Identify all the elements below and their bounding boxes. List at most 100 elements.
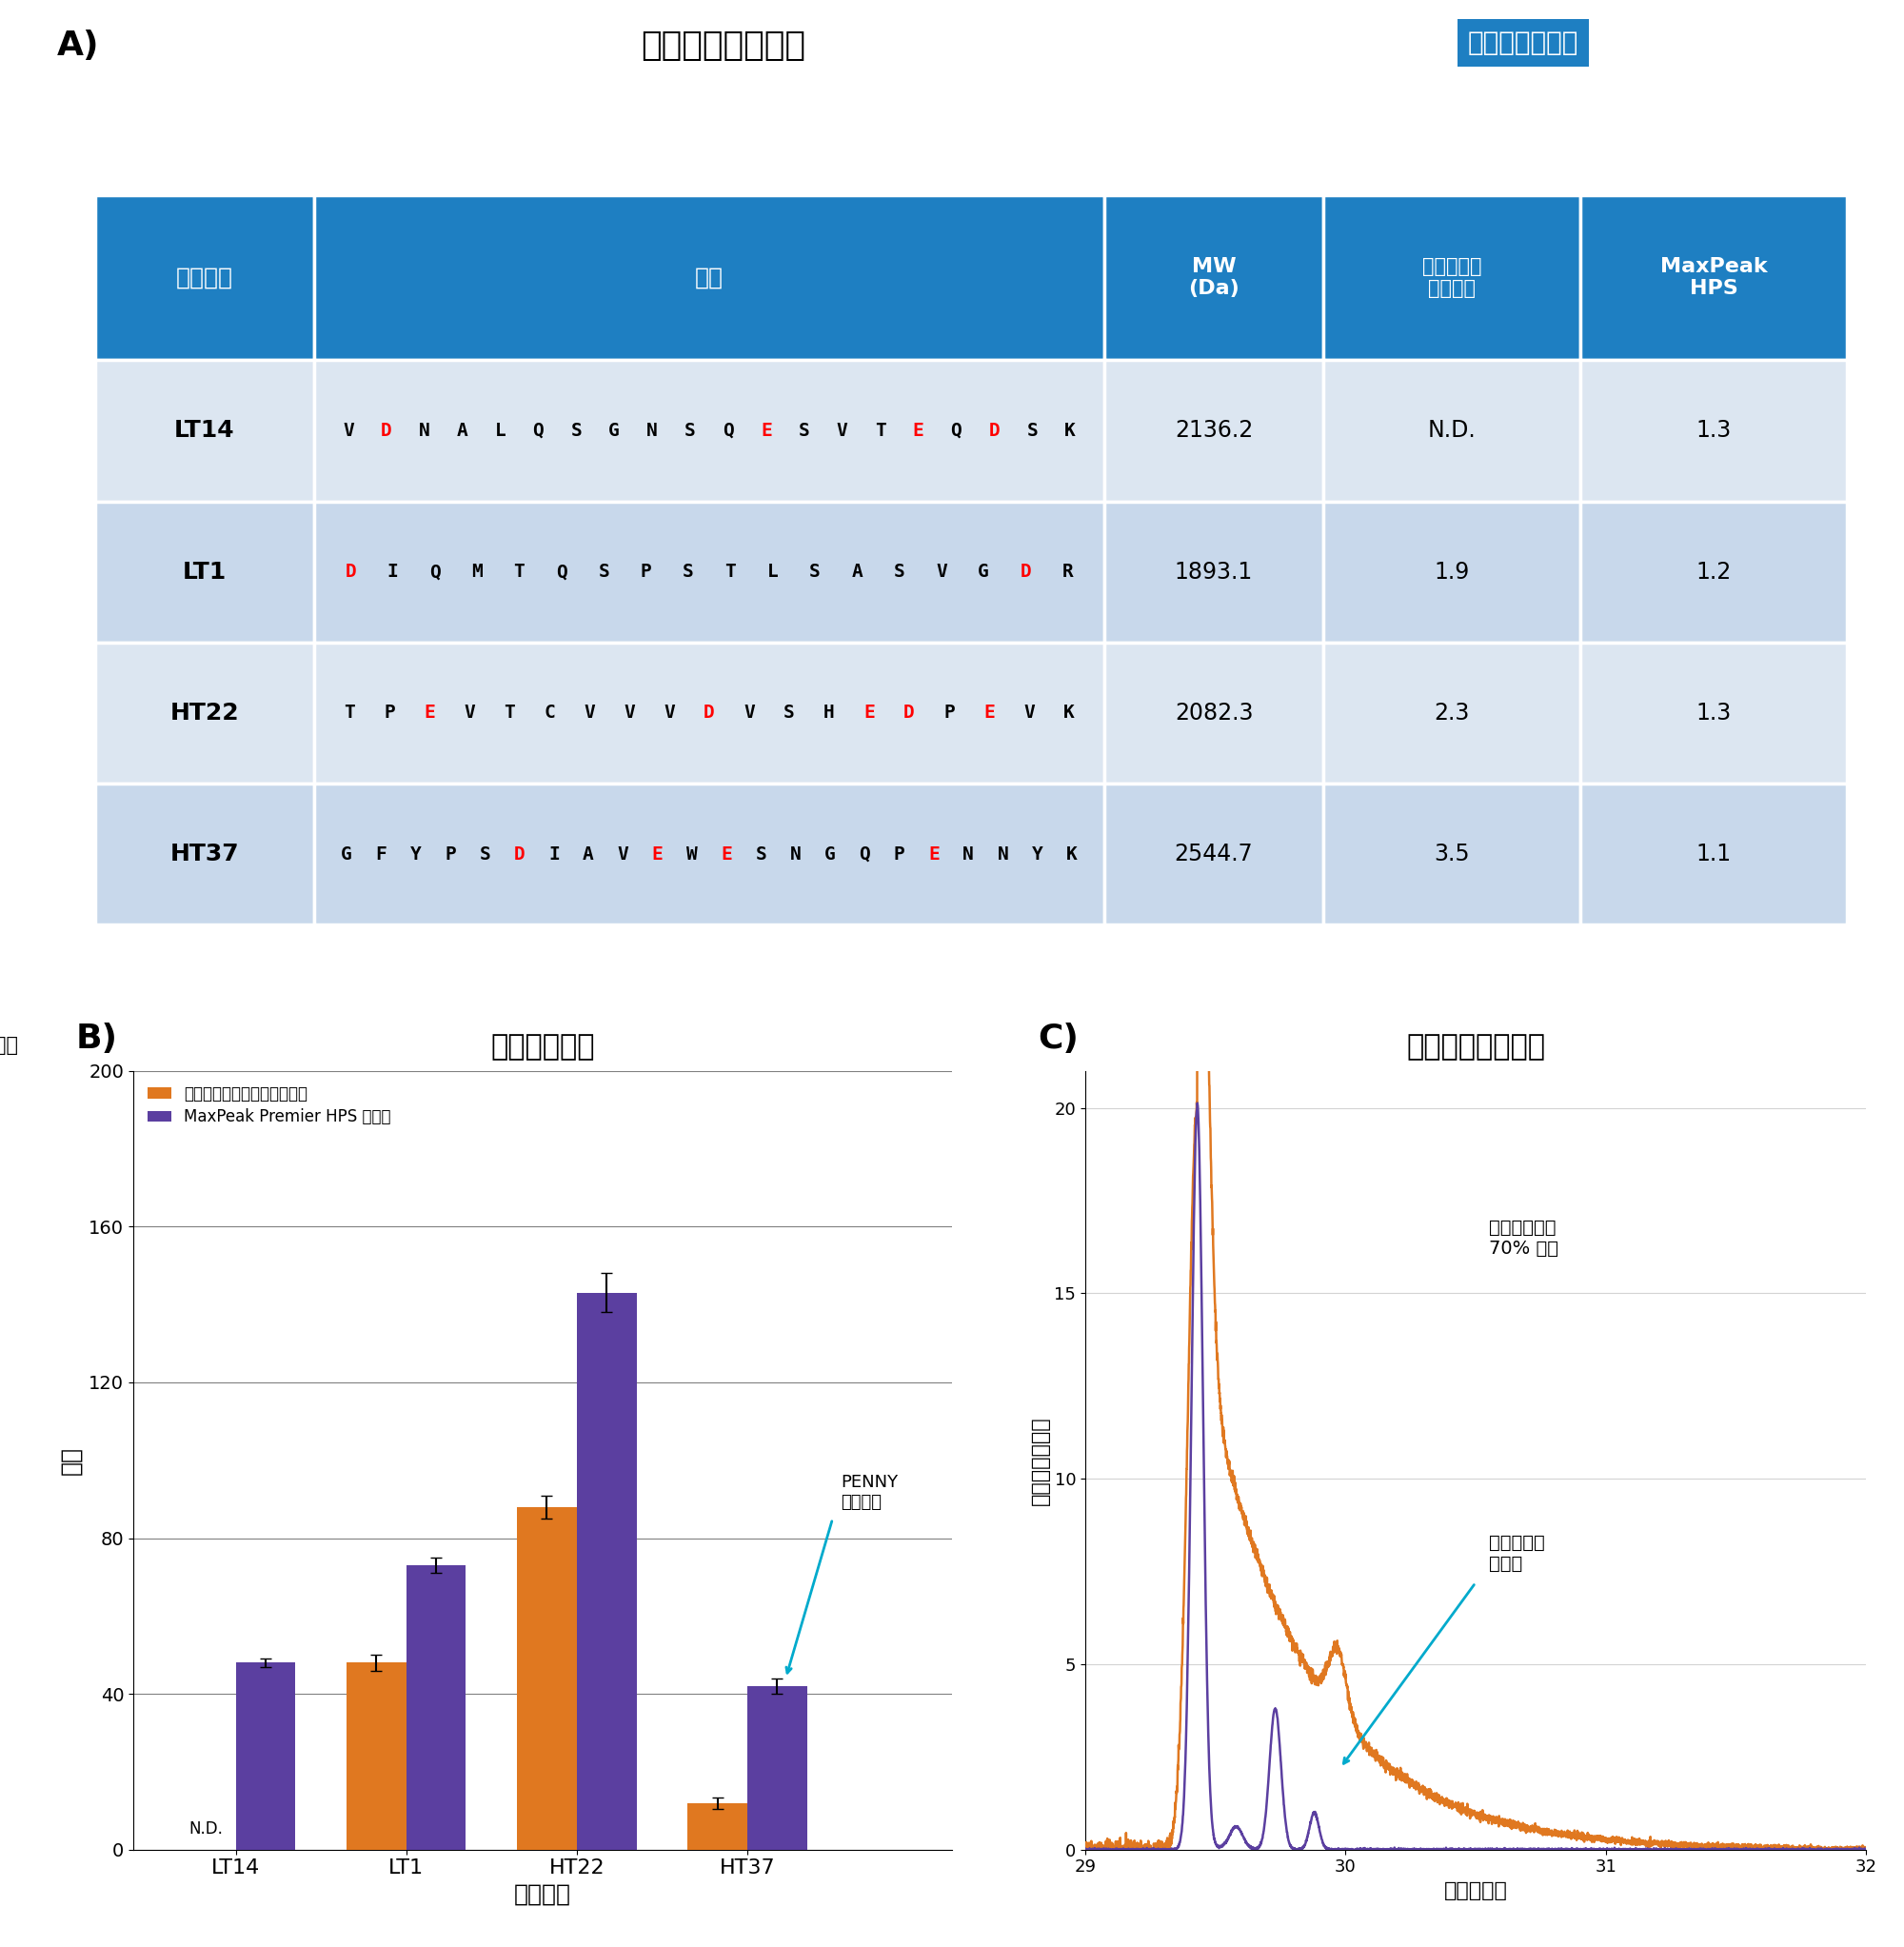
Text: 1893.1: 1893.1: [1175, 561, 1253, 584]
Text: 2.3: 2.3: [1434, 701, 1470, 724]
Text: 百万: 百万: [0, 1036, 17, 1055]
Bar: [1580, 195, 1847, 360]
Text: 3.5: 3.5: [1434, 843, 1470, 866]
Text: E: E: [651, 845, 663, 863]
Text: M: M: [472, 563, 484, 580]
Text: S: S: [809, 563, 821, 580]
Text: D: D: [704, 705, 714, 722]
Text: E: E: [864, 705, 874, 722]
Bar: [1580, 360, 1847, 502]
Text: P: P: [893, 845, 904, 863]
Bar: [1580, 500, 1847, 643]
Text: 2136.2: 2136.2: [1175, 419, 1253, 442]
Bar: [1323, 643, 1580, 785]
Text: HT22: HT22: [169, 701, 240, 724]
Text: V: V: [1024, 705, 1034, 722]
Bar: [577, 1293, 636, 1850]
Text: テーリング係数: テーリング係数: [1468, 29, 1578, 56]
Text: K: K: [1064, 705, 1074, 722]
Text: Y: Y: [1032, 845, 1043, 863]
Text: HT37: HT37: [169, 843, 240, 866]
Text: V: V: [625, 705, 634, 722]
Text: A: A: [851, 563, 863, 580]
Bar: [1104, 785, 1323, 925]
Bar: [518, 1507, 577, 1850]
Text: 「酸性」ペプチド: 「酸性」ペプチド: [642, 29, 805, 62]
Legend: ステンレススチール製カラム, MaxPeak Premier HPS カラム: ステンレススチール製カラム, MaxPeak Premier HPS カラム: [141, 1079, 398, 1131]
Text: D: D: [904, 705, 914, 722]
Text: N: N: [419, 422, 430, 440]
Y-axis label: 相対強度（％）: 相対強度（％）: [1032, 1415, 1051, 1505]
X-axis label: ペプチド: ペプチド: [514, 1883, 571, 1906]
Bar: [1323, 195, 1580, 360]
Text: P: P: [944, 705, 954, 722]
Text: V: V: [744, 705, 754, 722]
Bar: [1104, 360, 1323, 502]
Text: G: G: [979, 563, 990, 580]
Text: V: V: [836, 422, 847, 440]
Text: S: S: [598, 563, 609, 580]
Title: 回収率の向上: 回収率の向上: [491, 1034, 594, 1061]
Text: LT14: LT14: [175, 419, 234, 442]
Text: Y: Y: [409, 845, 421, 863]
Text: Q: Q: [950, 422, 962, 440]
Text: V: V: [465, 705, 474, 722]
Text: S: S: [798, 422, 809, 440]
Bar: [1580, 785, 1847, 925]
Bar: [1580, 643, 1847, 785]
Text: D: D: [988, 422, 1000, 440]
Text: B): B): [76, 1022, 118, 1055]
Text: C: C: [545, 705, 554, 722]
Title: テーリングの低減: テーリングの低減: [1405, 1034, 1546, 1061]
Text: T: T: [505, 705, 514, 722]
Text: E: E: [425, 705, 434, 722]
Text: 2544.7: 2544.7: [1175, 843, 1253, 866]
Text: C): C): [1038, 1022, 1078, 1055]
Bar: [687, 1803, 748, 1850]
Text: E: E: [912, 422, 923, 440]
Text: T: T: [725, 563, 737, 580]
Bar: [95, 643, 314, 785]
Bar: [1323, 785, 1580, 925]
Bar: [406, 1565, 466, 1850]
Bar: [314, 360, 1104, 502]
Bar: [314, 643, 1104, 785]
Text: 1.3: 1.3: [1696, 701, 1731, 724]
Bar: [746, 1686, 807, 1850]
Text: LT1: LT1: [183, 561, 227, 584]
Text: H: H: [824, 705, 834, 722]
Text: D: D: [1021, 563, 1032, 580]
Text: Q: Q: [724, 422, 733, 440]
Text: S: S: [682, 563, 693, 580]
Text: L: L: [495, 422, 506, 440]
Text: N.D.: N.D.: [1428, 419, 1476, 442]
Text: W: W: [685, 845, 697, 863]
Text: S: S: [480, 845, 491, 863]
Text: T: T: [514, 563, 526, 580]
Bar: [1104, 195, 1323, 360]
Text: ペプチド: ペプチド: [177, 267, 234, 288]
Bar: [347, 1663, 406, 1850]
Text: E: E: [722, 845, 733, 863]
Bar: [1323, 360, 1580, 502]
Bar: [314, 785, 1104, 925]
Text: Q: Q: [556, 563, 567, 580]
Text: MaxPeak
HPS: MaxPeak HPS: [1660, 257, 1767, 298]
Text: I: I: [548, 845, 560, 863]
Text: D: D: [345, 563, 356, 580]
Text: V: V: [664, 705, 674, 722]
Text: G: G: [341, 845, 352, 863]
Text: R: R: [1062, 563, 1074, 580]
Text: S: S: [756, 845, 767, 863]
Text: N.D.: N.D.: [188, 1820, 223, 1838]
Text: S: S: [1026, 422, 1038, 440]
Text: S: S: [685, 422, 695, 440]
Text: V: V: [585, 705, 594, 722]
Text: T: T: [345, 705, 354, 722]
Text: N: N: [963, 845, 973, 863]
Bar: [236, 1663, 295, 1850]
Text: E: E: [760, 422, 771, 440]
Text: P: P: [640, 563, 651, 580]
Bar: [1104, 643, 1323, 785]
Text: Q: Q: [533, 422, 545, 440]
